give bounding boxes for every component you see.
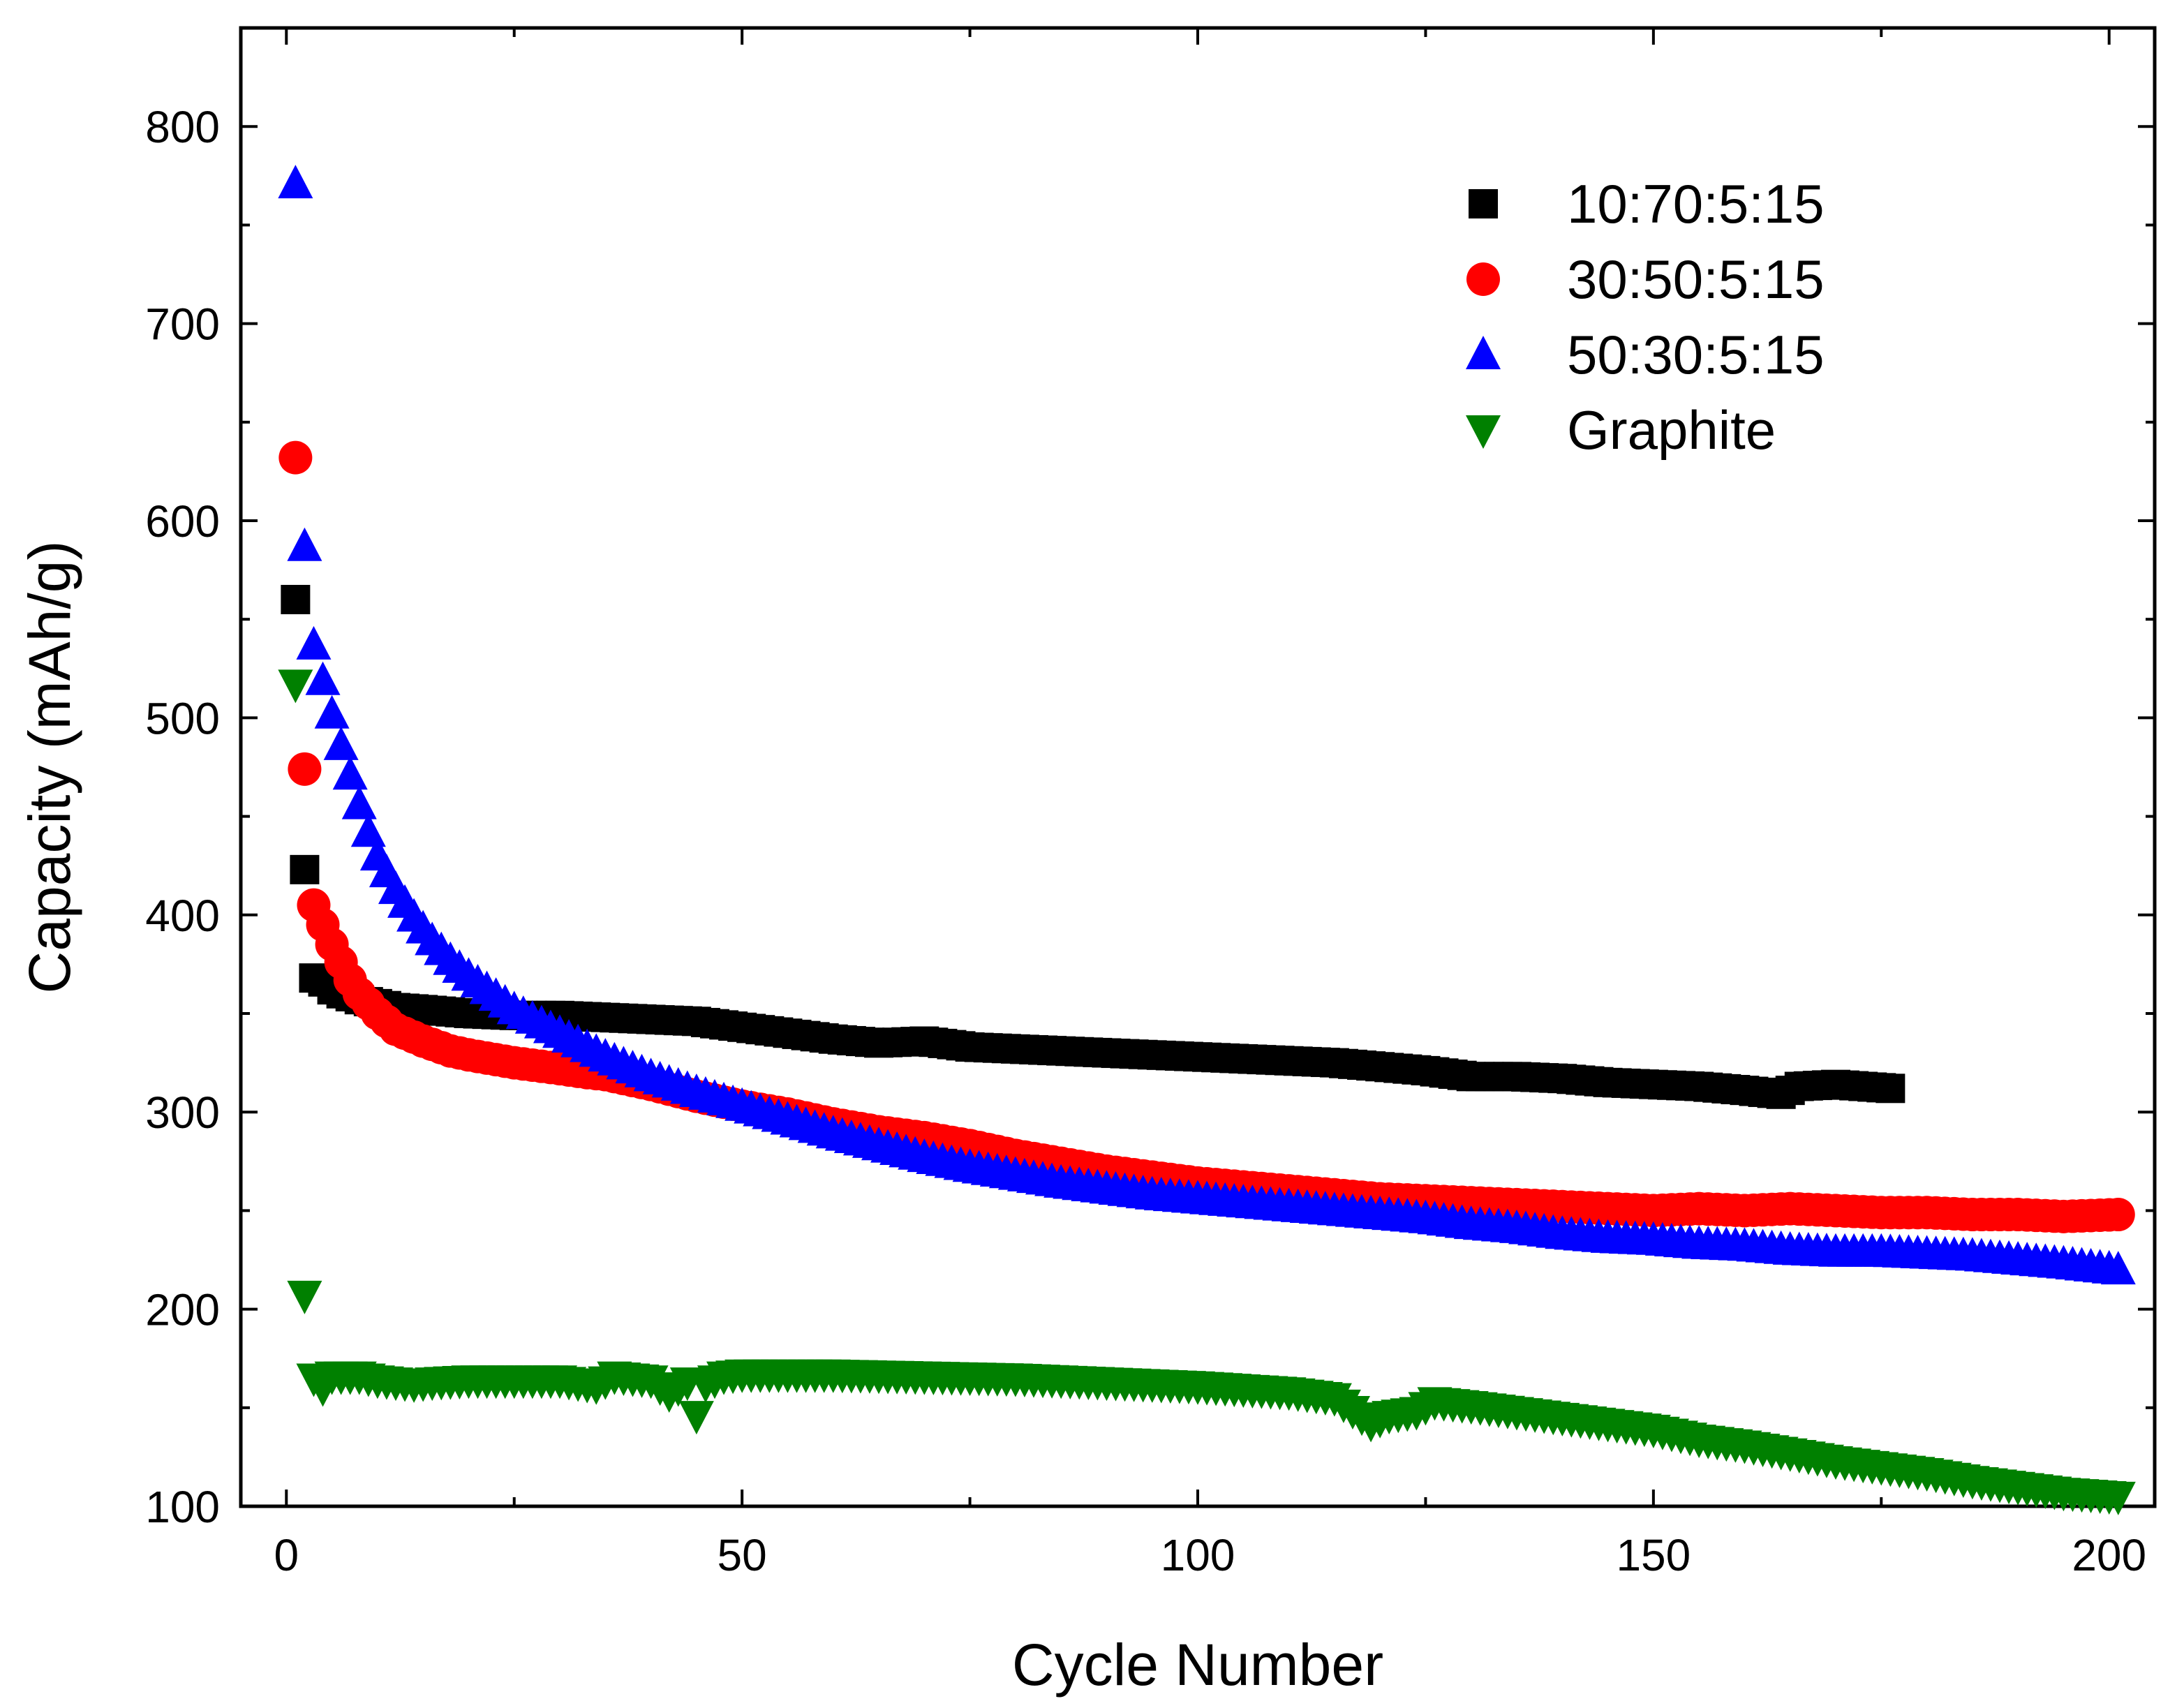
data-point [2101, 1198, 2135, 1232]
legend-marker [1466, 262, 1500, 296]
legend-label: 50:30:5:15 [1567, 324, 1825, 385]
data-point [2100, 1251, 2136, 1285]
legend-marker [1466, 336, 1501, 369]
data-point [314, 695, 350, 729]
series-1 [278, 440, 2135, 1233]
y-tick-label: 500 [145, 693, 220, 743]
axis-ticks [241, 27, 2155, 1508]
legend-item: Graphite [1466, 399, 1776, 461]
y-tick-label: 400 [145, 891, 220, 941]
data-point [287, 527, 322, 561]
data-point [1875, 1074, 1906, 1104]
x-tick-label: 100 [1161, 1530, 1235, 1580]
x-tick-label: 0 [274, 1530, 299, 1580]
y-tick-label: 300 [145, 1087, 220, 1138]
data-markers [278, 165, 2136, 1515]
legend-label: 10:70:5:15 [1567, 173, 1825, 235]
data-point [2100, 1481, 2136, 1515]
legend-marker [1466, 415, 1501, 449]
data-point [323, 726, 359, 760]
series-3 [278, 669, 2136, 1515]
y-axis-title: Capacity (mAh/g) [17, 541, 82, 994]
data-point [296, 625, 332, 660]
y-tick-label: 800 [145, 102, 220, 152]
tick-labels: 0 50 100 150 200 100 200 300 400 500 600 700 800 [145, 102, 2146, 1580]
legend-label: 30:50:5:15 [1567, 248, 1825, 310]
y-tick-label: 200 [145, 1285, 220, 1335]
y-tick-label: 700 [145, 299, 220, 350]
data-point [287, 1280, 322, 1314]
x-axis-title: Cycle Number [1012, 1632, 1383, 1698]
data-point [278, 165, 313, 199]
y-tick-label: 100 [145, 1482, 220, 1532]
x-tick-label: 150 [1616, 1530, 1691, 1580]
legend-marker [1469, 189, 1498, 218]
legend-item: 50:30:5:15 [1466, 324, 1825, 385]
legend: 10:70:5:15 30:50:5:15 50:30:5:15 Graphite [1466, 173, 1825, 461]
data-point [278, 669, 313, 704]
legend-item: 10:70:5:15 [1469, 173, 1825, 235]
data-point [290, 854, 320, 884]
legend-label: Graphite [1567, 399, 1776, 461]
series-2 [278, 165, 2136, 1285]
data-point [288, 752, 322, 786]
x-tick-label: 50 [718, 1530, 767, 1580]
legend-item: 30:50:5:15 [1466, 248, 1825, 310]
data-point [332, 756, 368, 790]
data-point [678, 1401, 714, 1435]
data-point [281, 584, 311, 614]
x-tick-label: 200 [2072, 1530, 2146, 1580]
data-point [278, 440, 313, 475]
y-tick-label: 600 [145, 496, 220, 547]
data-point [341, 785, 377, 819]
plot-frame [239, 26, 2157, 1508]
data-point [305, 661, 341, 695]
